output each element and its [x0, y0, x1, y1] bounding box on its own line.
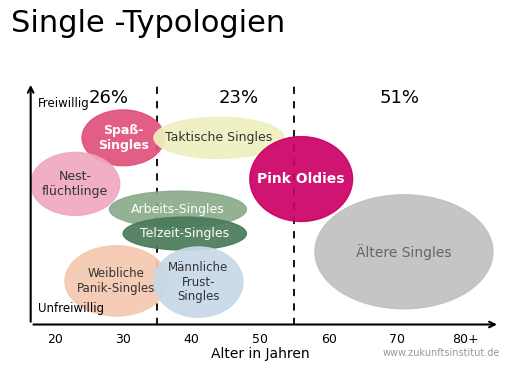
- Text: 26%: 26%: [89, 90, 129, 107]
- Text: Unfreiwillig: Unfreiwillig: [38, 302, 103, 315]
- Text: Ältere Singles: Ältere Singles: [355, 244, 451, 260]
- Ellipse shape: [31, 153, 120, 216]
- Ellipse shape: [154, 247, 242, 317]
- Text: Pink Oldies: Pink Oldies: [257, 172, 344, 186]
- Ellipse shape: [154, 117, 284, 159]
- Text: Spaß-
Singles: Spaß- Singles: [98, 124, 148, 151]
- X-axis label: Alter in Jahren: Alter in Jahren: [210, 347, 309, 361]
- Ellipse shape: [82, 110, 164, 166]
- Ellipse shape: [314, 195, 492, 309]
- Text: Arbeits-Singles: Arbeits-Singles: [131, 203, 224, 216]
- Text: Nest-
flüchtlinge: Nest- flüchtlinge: [42, 170, 108, 198]
- Text: 51%: 51%: [378, 90, 418, 107]
- Text: Single -Typologien: Single -Typologien: [11, 9, 285, 38]
- Text: Männliche
Frust-
Singles: Männliche Frust- Singles: [168, 261, 228, 303]
- Text: Telzeit-Singles: Telzeit-Singles: [140, 227, 229, 240]
- Text: Freiwillig: Freiwillig: [38, 97, 89, 110]
- Text: Taktische Singles: Taktische Singles: [165, 131, 272, 144]
- Text: 23%: 23%: [218, 90, 258, 107]
- Ellipse shape: [123, 217, 246, 250]
- Text: www.zukunftsinstitut.de: www.zukunftsinstitut.de: [382, 348, 499, 358]
- Ellipse shape: [109, 191, 246, 228]
- Text: Weibliche
Panik-Singles: Weibliche Panik-Singles: [77, 267, 155, 295]
- Ellipse shape: [65, 246, 167, 316]
- Ellipse shape: [249, 137, 352, 222]
